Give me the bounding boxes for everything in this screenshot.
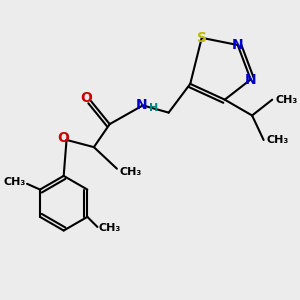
Text: S: S <box>197 31 207 45</box>
Text: O: O <box>58 131 70 146</box>
Text: CH₃: CH₃ <box>266 135 289 145</box>
Text: CH₃: CH₃ <box>120 167 142 177</box>
Text: H: H <box>149 103 158 113</box>
Text: O: O <box>81 91 93 105</box>
Text: CH₃: CH₃ <box>275 95 297 105</box>
Text: CH₃: CH₃ <box>3 177 26 188</box>
Text: N: N <box>232 38 244 52</box>
Text: CH₃: CH₃ <box>99 224 121 233</box>
Text: N: N <box>136 98 147 112</box>
Text: N: N <box>245 73 256 86</box>
